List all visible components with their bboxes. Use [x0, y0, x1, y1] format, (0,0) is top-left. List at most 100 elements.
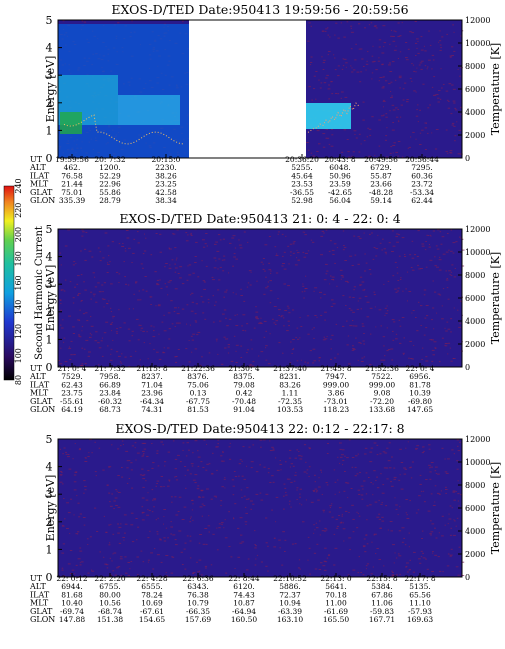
cell-glon: 160.50 [231, 615, 257, 624]
cell-glon: 147.65 [407, 405, 433, 414]
cell-glon: 169.63 [407, 615, 433, 624]
cell-mlt: 23.84 [99, 389, 121, 398]
cell-ilat: 79.08 [233, 380, 255, 389]
cell-glat: -66.35 [186, 607, 210, 616]
cell-glat: -72.35 [278, 397, 302, 406]
row-label-glon: GLON [30, 405, 55, 414]
cell-mlt: 23.53 [291, 180, 313, 189]
colorbar-tick-label: 140 [14, 300, 23, 315]
cell-glon: 74.31 [141, 405, 162, 414]
cell-ilat: 60.36 [411, 171, 433, 180]
cell-alt: 5886. [279, 582, 300, 591]
ytick-label: 1 [46, 333, 53, 346]
cell-mlt: 23.25 [155, 180, 177, 189]
cell-mlt: 9.08 [374, 389, 391, 398]
cell-glat: -42.65 [328, 188, 352, 197]
row-label-mlt: MLT [30, 389, 49, 398]
y2tick-label: 6000 [465, 294, 485, 303]
cell-mlt: 10.56 [99, 599, 121, 608]
colorbar [3, 185, 15, 381]
colorbar-tick-label: 220 [14, 203, 23, 218]
cell-glon: 335.39 [59, 196, 85, 205]
y2tick-label: 0 [465, 363, 470, 372]
cell-ilat: 74.43 [233, 590, 255, 599]
y-axis-label: Energy [eV] [44, 265, 57, 332]
cell-mlt: 10.94 [279, 599, 301, 608]
colorbar-tick-label: 200 [14, 227, 23, 242]
ytick-label: 2 [46, 306, 53, 319]
cell-alt: 6555. [141, 582, 162, 591]
row-label-glat: GLAT [30, 607, 53, 616]
cell-ilat: 999.00 [369, 380, 395, 389]
ion-flux-peak [60, 112, 82, 134]
chart-title: EXOS-D/TED Date:950413 22: 0:12 - 22:17:… [115, 421, 404, 436]
y2tick-label: 8000 [465, 481, 485, 490]
cell-ilat: 62.43 [61, 380, 83, 389]
cell-alt: 1200. [99, 163, 120, 172]
cell-ut: 21: 7:32 [94, 364, 126, 373]
cell-glon: 157.69 [185, 615, 211, 624]
cell-glat: -69.80 [408, 397, 432, 406]
panel-1 [57, 19, 464, 159]
ion-flux-band [118, 95, 180, 125]
cell-mlt: 10.40 [61, 599, 83, 608]
y2tick-label: 8000 [465, 271, 485, 280]
cell-ilat: 50.96 [329, 171, 351, 180]
cell-glon: 147.88 [59, 615, 85, 624]
cell-glon: 91.04 [233, 405, 255, 414]
cell-glon: 103.53 [277, 405, 303, 414]
cell-mlt: 10.87 [233, 599, 255, 608]
cell-mlt: 23.59 [329, 180, 351, 189]
panel-3 [57, 438, 465, 578]
cell-ut: 21:45: 8 [320, 364, 352, 373]
ytick-label: 2 [46, 516, 53, 529]
cell-mlt: 10.39 [409, 389, 431, 398]
colorbar-tick-label: 120 [14, 324, 23, 339]
cell-alt: 7295. [411, 163, 432, 172]
cell-glat: -57.93 [408, 607, 432, 616]
cell-ilat: 45.64 [291, 171, 313, 180]
colorbar-tick-label: 240 [14, 178, 23, 193]
cell-ut: 20:36:20 [285, 155, 319, 164]
cell-ut: 22: 6:36 [182, 574, 214, 583]
cell-alt: 5135. [409, 582, 430, 591]
cell-alt: 5255. [291, 163, 312, 172]
row-label-mlt: MLT [30, 599, 49, 608]
cell-glon: 59.14 [370, 196, 392, 205]
cell-ilat: 52.29 [99, 171, 121, 180]
cell-glat: -70.48 [232, 397, 256, 406]
cell-alt: 5384. [371, 582, 392, 591]
cell-ut: 22: 8:44 [228, 574, 260, 583]
cell-mlt: 21.44 [61, 180, 83, 189]
cell-ut: 22: 0: 4 [406, 364, 435, 373]
cell-alt: 7522. [371, 372, 392, 381]
cell-glon: 56.04 [329, 196, 351, 205]
cell-ilat: 75.06 [187, 380, 209, 389]
cell-glon: 28.79 [99, 196, 121, 205]
cell-alt: 8237. [141, 372, 162, 381]
cell-ilat: 65.56 [409, 590, 431, 599]
row-label-alt: ALT [29, 372, 46, 381]
y2tick-label: 8000 [465, 62, 485, 71]
colorbar-tick-label: 80 [14, 375, 23, 385]
cell-alt: 7958. [99, 372, 120, 381]
cell-glat: -72.20 [370, 397, 394, 406]
cell-glon: 62.44 [411, 196, 433, 205]
ytick-label: 0 [46, 571, 53, 584]
cell-mlt: 11.00 [325, 599, 347, 608]
cell-ut: 22: 0:12 [56, 574, 88, 583]
cell-ut: 20:56:44 [405, 155, 439, 164]
y2tick-label: 2000 [465, 131, 485, 140]
cell-glat: 55.86 [99, 188, 121, 197]
y2tick-label: 10000 [465, 39, 490, 48]
cell-mlt: 0.42 [236, 389, 253, 398]
cell-ut: 20:49:56 [364, 155, 398, 164]
cell-ut: 21:30: 4 [228, 364, 260, 373]
cell-alt: 6048. [329, 163, 350, 172]
y-axis-label: Energy [eV] [44, 475, 57, 542]
cell-glat: -55.61 [60, 397, 84, 406]
spectrogram-background [58, 439, 462, 577]
cell-glon: 154.65 [139, 615, 165, 624]
cell-ilat: 78.24 [141, 590, 163, 599]
y2tick-label: 4000 [465, 317, 485, 326]
